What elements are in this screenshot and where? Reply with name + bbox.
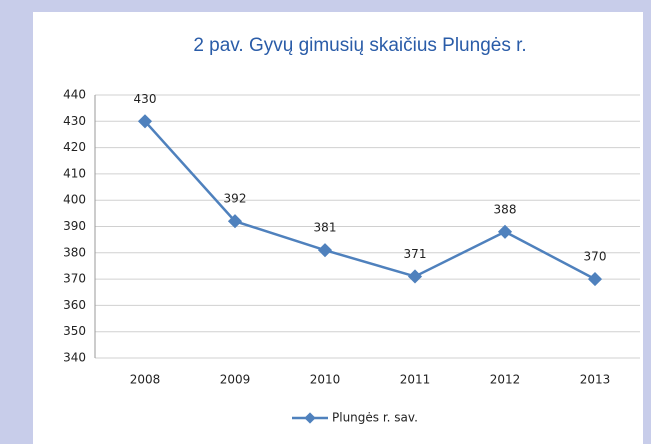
panel xyxy=(33,12,643,444)
y-tick-label: 420 xyxy=(63,140,86,154)
y-tick-label: 360 xyxy=(63,298,86,312)
x-tick-label: 2009 xyxy=(220,373,251,387)
y-tick-label: 440 xyxy=(63,88,86,102)
marker xyxy=(317,243,333,258)
legend-label: Plungės r. sav. xyxy=(332,411,418,425)
data-label: 388 xyxy=(494,202,517,216)
y-tick-label: 370 xyxy=(63,272,86,286)
x-tick-label: 2011 xyxy=(400,373,431,387)
legend-marker xyxy=(304,412,316,424)
data-label: 370 xyxy=(584,250,607,264)
x-tick-label: 2013 xyxy=(580,373,611,387)
marker xyxy=(227,214,243,229)
x-tick-label: 2008 xyxy=(130,373,161,387)
data-label: 371 xyxy=(404,247,427,261)
y-tick-label: 410 xyxy=(63,166,86,180)
data-label: 392 xyxy=(224,192,247,206)
marker xyxy=(587,272,603,287)
data-label: 430 xyxy=(134,92,157,106)
y-tick-label: 340 xyxy=(63,351,86,365)
y-tick-label: 390 xyxy=(63,219,86,233)
marker xyxy=(407,269,423,284)
chart-title: 2 pav. Gyvų gimusių skaičius Plungės r. xyxy=(193,35,526,56)
y-tick-label: 400 xyxy=(63,193,86,207)
x-tick-label: 2012 xyxy=(490,373,521,387)
y-tick-label: 350 xyxy=(63,324,86,338)
x-tick-label: 2010 xyxy=(310,373,341,387)
y-tick-label: 430 xyxy=(63,114,86,128)
y-tick-label: 380 xyxy=(63,245,86,259)
marker xyxy=(497,224,513,239)
data-label: 381 xyxy=(314,221,337,235)
line xyxy=(144,120,596,281)
